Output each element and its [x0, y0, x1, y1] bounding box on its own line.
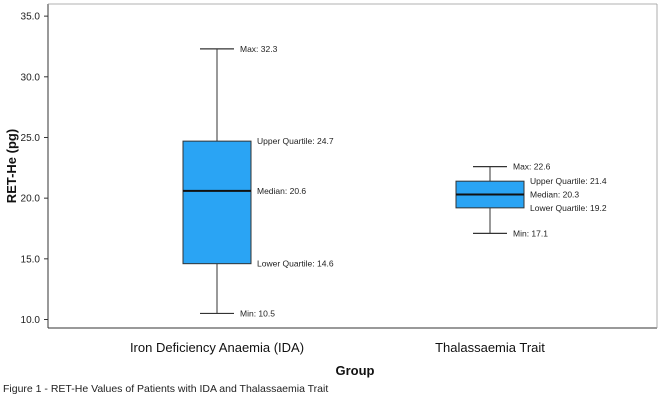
upper-quartile-label: Upper Quartile: 21.4 [530, 176, 607, 186]
y-axis-title: RET-He (pg) [4, 129, 19, 203]
median-label: Median: 20.6 [257, 186, 306, 196]
y-tick-label: 30.0 [21, 72, 41, 83]
iqr-box [182, 140, 252, 265]
figure-caption: Figure 1 - RET-He Values of Patients wit… [3, 383, 329, 395]
max-label: Max: 32.3 [240, 44, 278, 54]
upper-quartile-label: Upper Quartile: 24.7 [257, 136, 334, 146]
x-tick-label: Thalassaemia Trait [435, 340, 545, 355]
y-tick-label: 25.0 [21, 133, 41, 144]
min-label: Min: 10.5 [240, 308, 275, 318]
y-tick-label: 35.0 [21, 12, 41, 23]
lower-quartile-label: Lower Quartile: 14.6 [257, 259, 334, 269]
max-label: Max: 22.6 [513, 162, 551, 172]
median-label: Median: 20.3 [530, 190, 579, 200]
y-tick-label: 15.0 [21, 254, 41, 265]
y-tick-label: 10.0 [21, 315, 41, 326]
y-tick-label: 20.0 [21, 194, 41, 205]
x-axis-title: Group [336, 363, 375, 378]
lower-quartile-label: Lower Quartile: 19.2 [530, 203, 607, 213]
min-label: Min: 17.1 [513, 228, 548, 238]
x-tick-label: Iron Deficiency Anaemia (IDA) [130, 340, 304, 355]
